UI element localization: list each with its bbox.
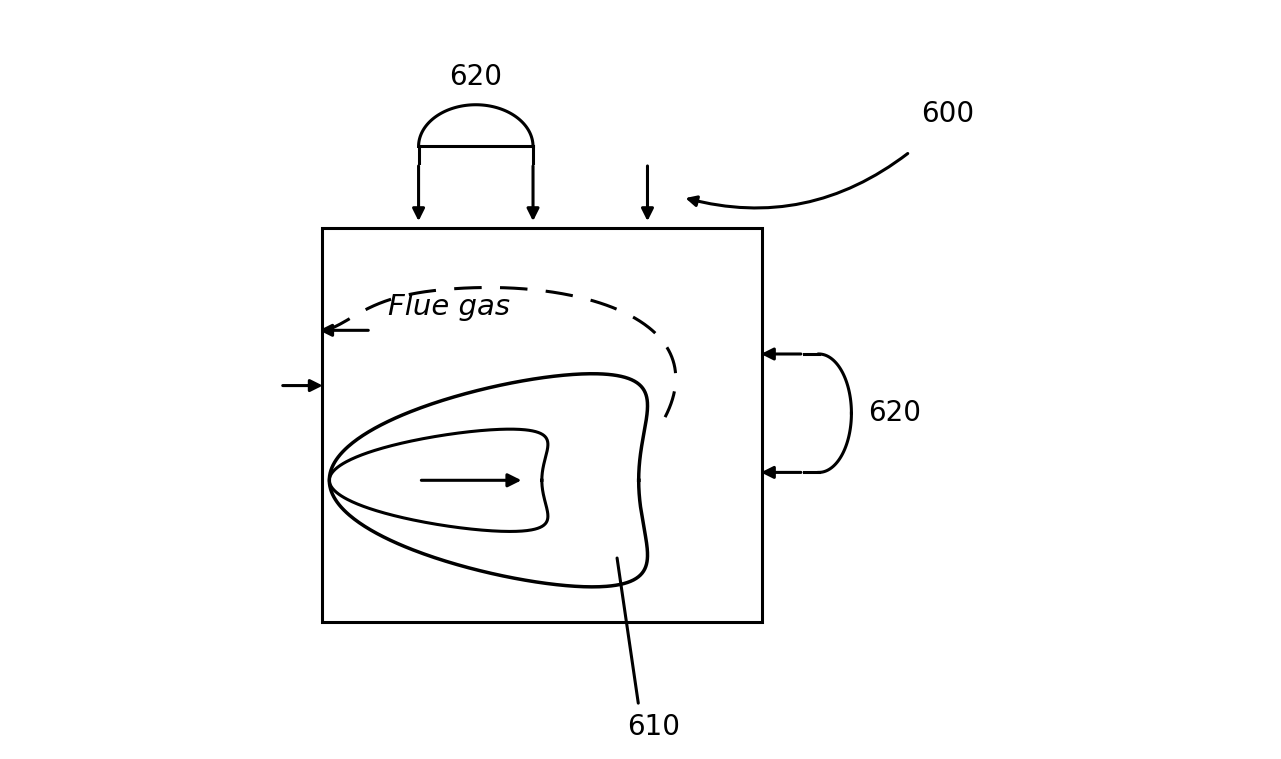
Text: 620: 620 xyxy=(450,63,502,91)
Text: Flue gas: Flue gas xyxy=(388,293,510,320)
Text: 610: 610 xyxy=(628,713,680,742)
Text: 620: 620 xyxy=(869,399,921,427)
Text: 600: 600 xyxy=(921,100,975,128)
Bar xyxy=(322,228,762,622)
